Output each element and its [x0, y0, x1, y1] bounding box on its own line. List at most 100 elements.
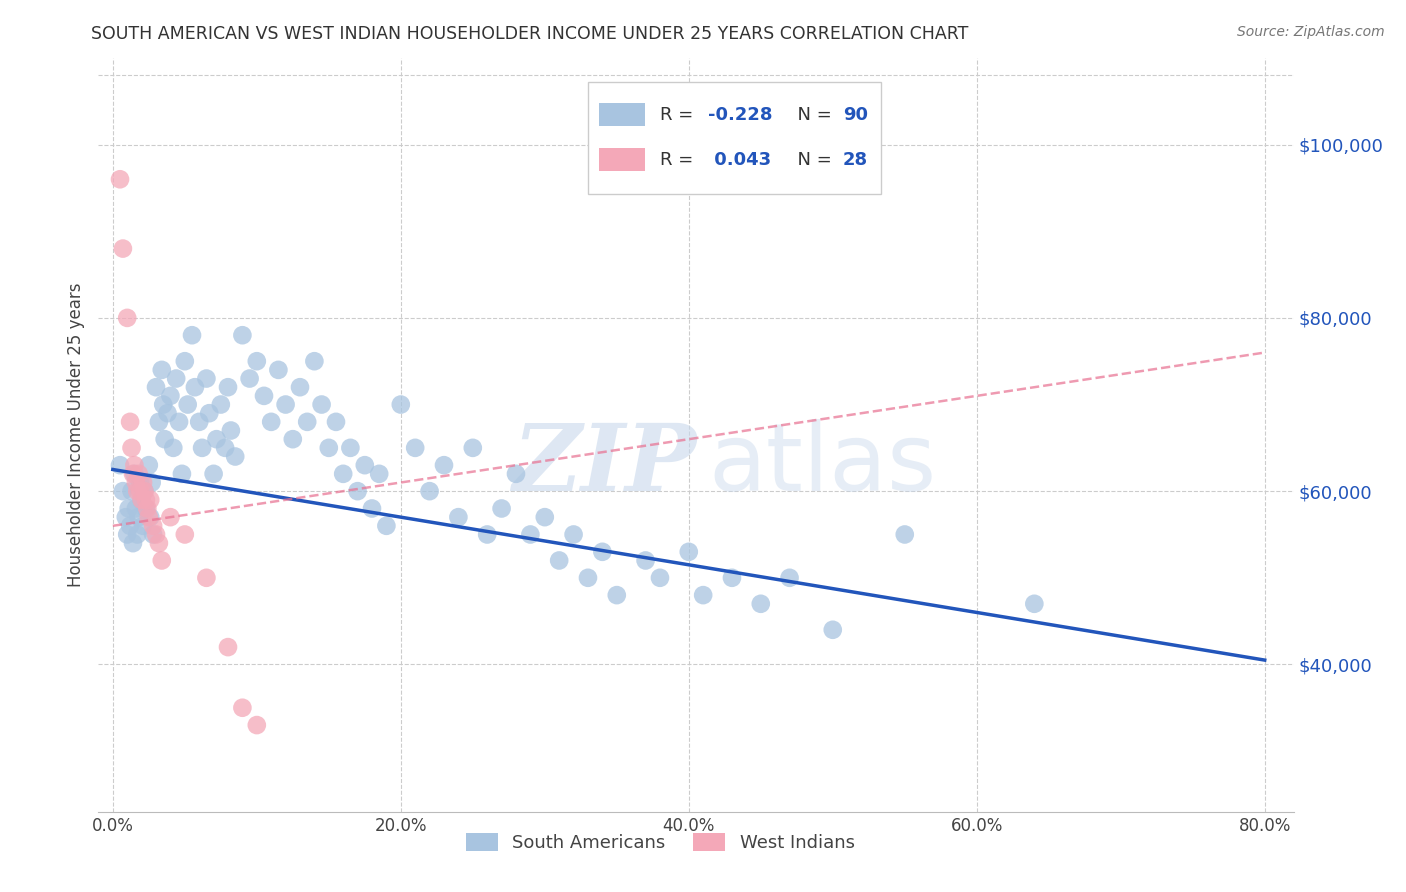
Point: [1024, 597, 1046, 611]
Point: [281, 432, 304, 446]
Point: [505, 467, 527, 481]
Point: [124, 467, 146, 481]
Text: R =: R =: [661, 105, 699, 123]
Point: [188, 415, 211, 429]
Point: [145, 380, 167, 394]
Point: [346, 484, 368, 499]
Point: [375, 518, 398, 533]
Point: [548, 553, 571, 567]
Point: [153, 432, 176, 446]
Point: [135, 492, 157, 507]
Point: [136, 501, 159, 516]
Point: [389, 398, 412, 412]
Text: 28: 28: [844, 151, 868, 169]
Point: [368, 467, 391, 481]
FancyBboxPatch shape: [599, 103, 644, 126]
Point: [121, 441, 143, 455]
Point: [118, 501, 141, 516]
Point: [209, 398, 232, 412]
Point: [142, 527, 165, 541]
Point: [165, 371, 187, 385]
Point: [122, 467, 145, 481]
Point: [111, 242, 134, 256]
FancyBboxPatch shape: [589, 82, 882, 194]
Point: [239, 371, 262, 385]
Point: [134, 484, 156, 499]
Point: [205, 432, 228, 446]
Point: [533, 510, 555, 524]
Point: [253, 389, 276, 403]
Point: [159, 389, 181, 403]
Point: [129, 484, 152, 499]
Text: ZIP: ZIP: [512, 420, 696, 510]
Point: [132, 518, 155, 533]
Point: [139, 510, 162, 524]
Point: [152, 398, 174, 412]
Point: [224, 450, 246, 464]
Point: [692, 588, 714, 602]
Point: [139, 492, 162, 507]
Point: [108, 458, 131, 472]
Point: [138, 458, 160, 472]
Point: [678, 545, 700, 559]
Point: [288, 380, 311, 394]
Point: [419, 484, 441, 499]
Point: [231, 328, 253, 343]
Point: [202, 467, 225, 481]
Point: [115, 527, 138, 541]
Point: [339, 441, 361, 455]
Point: [135, 501, 157, 516]
Point: [176, 398, 198, 412]
Point: [214, 441, 236, 455]
Point: [184, 380, 207, 394]
Y-axis label: Householder Income Under 25 years: Householder Income Under 25 years: [66, 283, 84, 587]
Point: [477, 527, 499, 541]
Point: [634, 553, 657, 567]
Point: [606, 588, 628, 602]
Point: [142, 518, 165, 533]
Point: [125, 475, 148, 490]
Point: [433, 458, 456, 472]
Text: R =: R =: [661, 151, 699, 169]
Point: [159, 510, 181, 524]
Point: [325, 415, 347, 429]
Point: [127, 527, 149, 541]
Point: [191, 441, 214, 455]
Text: atlas: atlas: [709, 419, 936, 511]
Point: [893, 527, 915, 541]
Point: [141, 475, 163, 490]
Point: [127, 484, 149, 499]
Point: [132, 475, 155, 490]
Point: [134, 484, 156, 499]
Point: [128, 467, 150, 481]
Text: 90: 90: [844, 105, 868, 123]
Point: [562, 527, 585, 541]
Point: [120, 415, 142, 429]
Text: Source: ZipAtlas.com: Source: ZipAtlas.com: [1237, 25, 1385, 39]
Point: [124, 458, 146, 472]
Point: [198, 406, 221, 420]
Point: [404, 441, 426, 455]
Point: [170, 467, 193, 481]
Point: [779, 571, 801, 585]
Point: [461, 441, 484, 455]
Point: [131, 492, 153, 507]
Point: [129, 475, 152, 490]
Point: [115, 310, 138, 325]
Point: [267, 363, 290, 377]
Point: [246, 718, 269, 732]
FancyBboxPatch shape: [599, 148, 644, 171]
Point: [150, 553, 173, 567]
Text: SOUTH AMERICAN VS WEST INDIAN HOUSEHOLDER INCOME UNDER 25 YEARS CORRELATION CHAR: SOUTH AMERICAN VS WEST INDIAN HOUSEHOLDE…: [91, 25, 969, 43]
Point: [148, 415, 170, 429]
Point: [648, 571, 671, 585]
Point: [447, 510, 470, 524]
Point: [217, 640, 239, 654]
Point: [260, 415, 283, 429]
Point: [114, 510, 136, 524]
Text: 0.043: 0.043: [709, 151, 770, 169]
Point: [749, 597, 772, 611]
Point: [519, 527, 541, 541]
Point: [162, 441, 184, 455]
Point: [304, 354, 326, 368]
